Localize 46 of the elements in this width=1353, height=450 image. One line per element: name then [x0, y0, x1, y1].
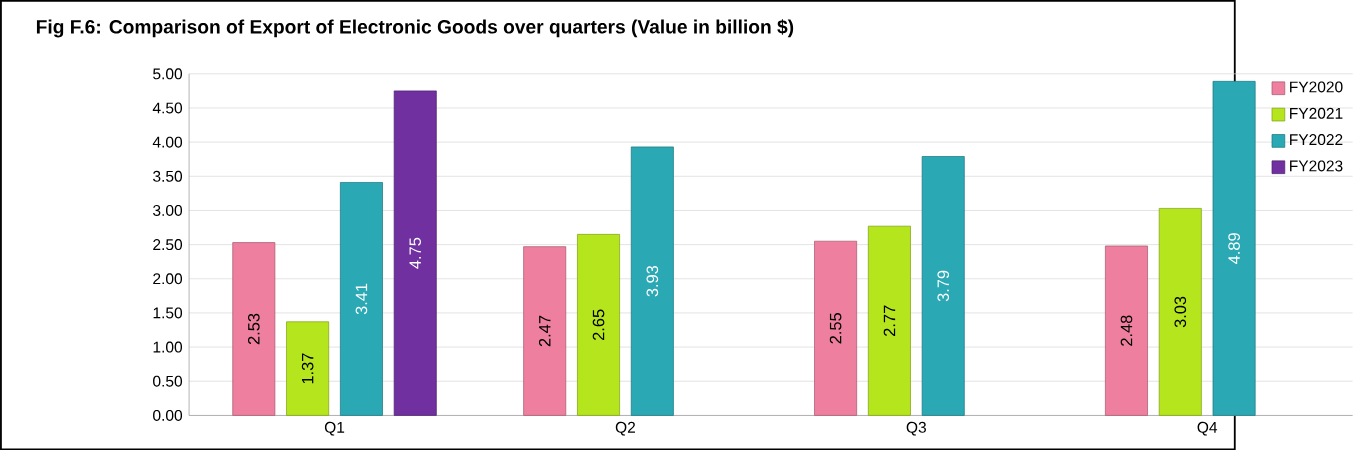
- y-tick-label: 1.00: [153, 341, 183, 353]
- chart-title: Fig F.6: Comparison of Export of Electronic Goods over quarters (Value in billion $): [36, 19, 794, 38]
- bar: [814, 240, 858, 416]
- data-label: 3.79: [937, 270, 950, 302]
- bar: [1212, 80, 1256, 416]
- x-tick-label: Q2: [615, 421, 635, 436]
- bar: [523, 246, 567, 416]
- y-tick-label: 2.50: [153, 239, 183, 250]
- bar: [286, 321, 330, 416]
- bar: [1158, 207, 1202, 416]
- y-tick-label: 3.50: [153, 170, 183, 182]
- bar: [867, 225, 911, 416]
- legend-label: FY2023: [1290, 160, 1343, 172]
- x-tick-label: Q1: [324, 421, 345, 436]
- x-tick-label: Q3: [906, 421, 926, 436]
- bar: [577, 233, 620, 416]
- data-label: 1.37: [301, 353, 314, 384]
- y-tick-label: 2.00: [153, 273, 183, 285]
- y-tick-label: 0.50: [153, 375, 183, 387]
- data-label: 3.93: [646, 265, 659, 297]
- data-label: 2.77: [883, 305, 896, 336]
- y-tick-label: 4.50: [152, 102, 183, 114]
- data-label: 2.55: [829, 312, 842, 344]
- data-label: 2.65: [592, 309, 605, 340]
- bar: [630, 146, 674, 416]
- y-tick-label: 0.00: [153, 409, 183, 421]
- data-label: 3.41: [355, 283, 368, 315]
- legend-label: FY2021: [1290, 107, 1343, 119]
- y-tick-label: 4.00: [152, 136, 183, 148]
- data-label: 2.53: [248, 313, 260, 345]
- y-tick-label: 5.00: [153, 68, 183, 80]
- data-label: 2.47: [538, 315, 551, 347]
- bar: [1105, 245, 1148, 416]
- y-tick-label: 3.00: [153, 204, 183, 216]
- bar: [232, 242, 276, 416]
- data-label: 4.75: [409, 237, 421, 269]
- bar: [393, 90, 437, 416]
- y-tick-label: 1.50: [153, 307, 183, 319]
- legend-label: FY2022: [1290, 134, 1343, 145]
- bar: [339, 181, 383, 416]
- x-tick-label: Q4: [1197, 421, 1218, 436]
- data-label: 2.48: [1120, 315, 1133, 346]
- data-label: 4.89: [1228, 233, 1240, 264]
- data-label: 3.03: [1174, 296, 1187, 328]
- legend-label: FY2020: [1290, 81, 1343, 93]
- bar: [921, 156, 965, 416]
